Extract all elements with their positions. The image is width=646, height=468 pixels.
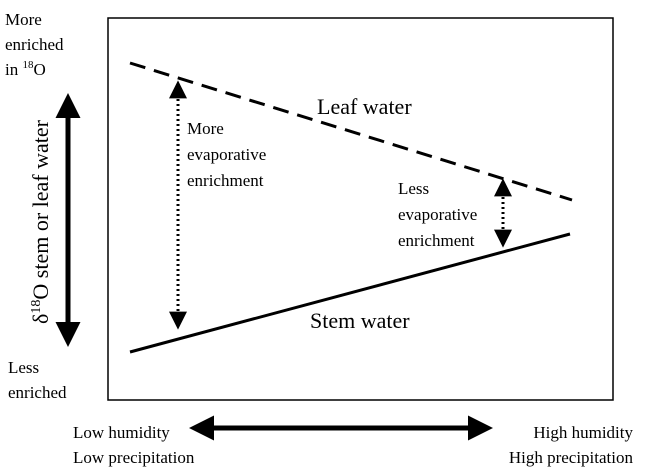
- note: enrichment: [187, 171, 264, 190]
- label: More: [5, 10, 42, 29]
- label: δ: [28, 314, 53, 324]
- leaf-line: [129, 61, 573, 202]
- plot-box: [107, 17, 614, 401]
- y-label: δ18O stem or leaf water: [28, 119, 53, 324]
- label: O: [33, 60, 45, 79]
- label: Less: [8, 358, 39, 377]
- sup: 18: [29, 300, 44, 314]
- note: evaporative: [398, 205, 477, 224]
- label: enriched: [8, 383, 67, 402]
- x-label: High humidity: [533, 423, 633, 442]
- label: in 18O: [5, 59, 46, 79]
- stem-line: [129, 232, 571, 354]
- x-label: High precipitation: [509, 448, 634, 467]
- x-label: Low humidity: [73, 423, 170, 442]
- note: enrichment: [398, 231, 475, 250]
- label: in: [5, 60, 22, 79]
- leaf-label: Leaf water: [317, 94, 412, 119]
- note: More: [187, 119, 224, 138]
- label: enriched: [5, 35, 64, 54]
- x-label: Low precipitation: [73, 448, 195, 467]
- note: evaporative: [187, 145, 266, 164]
- stem-label: Stem water: [310, 308, 410, 333]
- label: O stem or leaf water: [28, 119, 53, 299]
- note: Less: [398, 179, 429, 198]
- sup: 18: [22, 59, 34, 71]
